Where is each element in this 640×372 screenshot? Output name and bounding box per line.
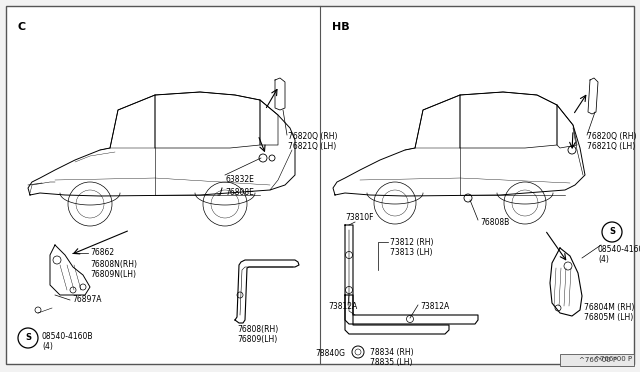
- Text: 76897A: 76897A: [72, 295, 102, 304]
- Text: 76820Q (RH)
76821Q (LH): 76820Q (RH) 76821Q (LH): [288, 132, 337, 151]
- Text: S: S: [609, 228, 615, 237]
- Text: 08540-4160B
(4): 08540-4160B (4): [42, 332, 93, 352]
- Text: 73812 (RH)
73813 (LH): 73812 (RH) 73813 (LH): [390, 238, 433, 257]
- Text: 76808(RH)
76809(LH): 76808(RH) 76809(LH): [237, 325, 278, 344]
- Text: 76808B: 76808B: [480, 218, 509, 227]
- Text: 76862: 76862: [90, 248, 114, 257]
- Text: ^766*00 P: ^766*00 P: [594, 356, 632, 362]
- Text: 76804M (RH)
76805M (LH): 76804M (RH) 76805M (LH): [584, 303, 634, 323]
- Text: 73812A: 73812A: [420, 302, 449, 311]
- Text: S: S: [25, 334, 31, 343]
- Text: 76808N(RH)
76809N(LH): 76808N(RH) 76809N(LH): [90, 260, 137, 279]
- FancyBboxPatch shape: [6, 6, 634, 364]
- Text: 63832E: 63832E: [225, 175, 254, 184]
- Text: 78834 (RH)
78835 (LH): 78834 (RH) 78835 (LH): [370, 348, 413, 368]
- Text: ^766*00 P: ^766*00 P: [579, 357, 617, 363]
- Text: 73810F: 73810F: [345, 213, 374, 222]
- Text: C: C: [18, 22, 26, 32]
- Text: 73812A: 73812A: [328, 302, 357, 311]
- Text: 76808E: 76808E: [225, 188, 254, 197]
- Text: 08540-4160B
(4): 08540-4160B (4): [598, 245, 640, 264]
- FancyBboxPatch shape: [560, 354, 634, 366]
- Text: HB: HB: [332, 22, 349, 32]
- Text: 76820Q (RH)
76821Q (LH): 76820Q (RH) 76821Q (LH): [587, 132, 637, 151]
- Text: 78840G: 78840G: [315, 350, 345, 359]
